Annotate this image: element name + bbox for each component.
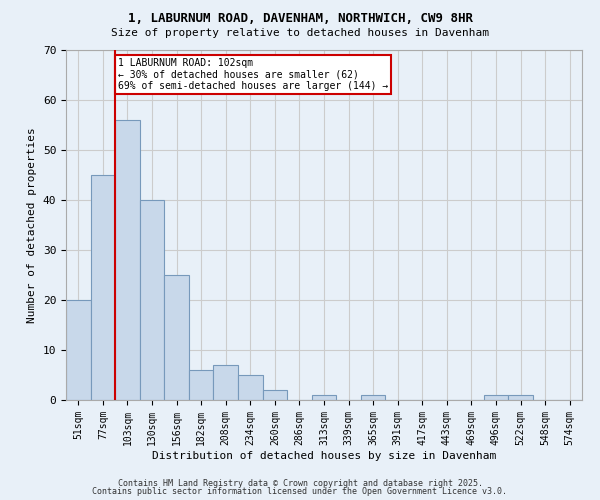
- Bar: [508, 395, 533, 400]
- X-axis label: Distribution of detached houses by size in Davenham: Distribution of detached houses by size …: [152, 450, 496, 460]
- Text: Contains public sector information licensed under the Open Government Licence v3: Contains public sector information licen…: [92, 487, 508, 496]
- Bar: [140, 200, 164, 400]
- Bar: [66, 300, 91, 400]
- Bar: [91, 175, 115, 400]
- Bar: [484, 395, 508, 400]
- Bar: [361, 395, 385, 400]
- Bar: [312, 395, 336, 400]
- Text: 1, LABURNUM ROAD, DAVENHAM, NORTHWICH, CW9 8HR: 1, LABURNUM ROAD, DAVENHAM, NORTHWICH, C…: [128, 12, 473, 26]
- Text: Contains HM Land Registry data © Crown copyright and database right 2025.: Contains HM Land Registry data © Crown c…: [118, 478, 482, 488]
- Bar: [263, 390, 287, 400]
- Bar: [189, 370, 214, 400]
- Bar: [164, 275, 189, 400]
- Text: 1 LABURNUM ROAD: 102sqm
← 30% of detached houses are smaller (62)
69% of semi-de: 1 LABURNUM ROAD: 102sqm ← 30% of detache…: [118, 58, 388, 90]
- Bar: [238, 375, 263, 400]
- Bar: [115, 120, 140, 400]
- Bar: [214, 365, 238, 400]
- Y-axis label: Number of detached properties: Number of detached properties: [27, 127, 37, 323]
- Text: Size of property relative to detached houses in Davenham: Size of property relative to detached ho…: [111, 28, 489, 38]
